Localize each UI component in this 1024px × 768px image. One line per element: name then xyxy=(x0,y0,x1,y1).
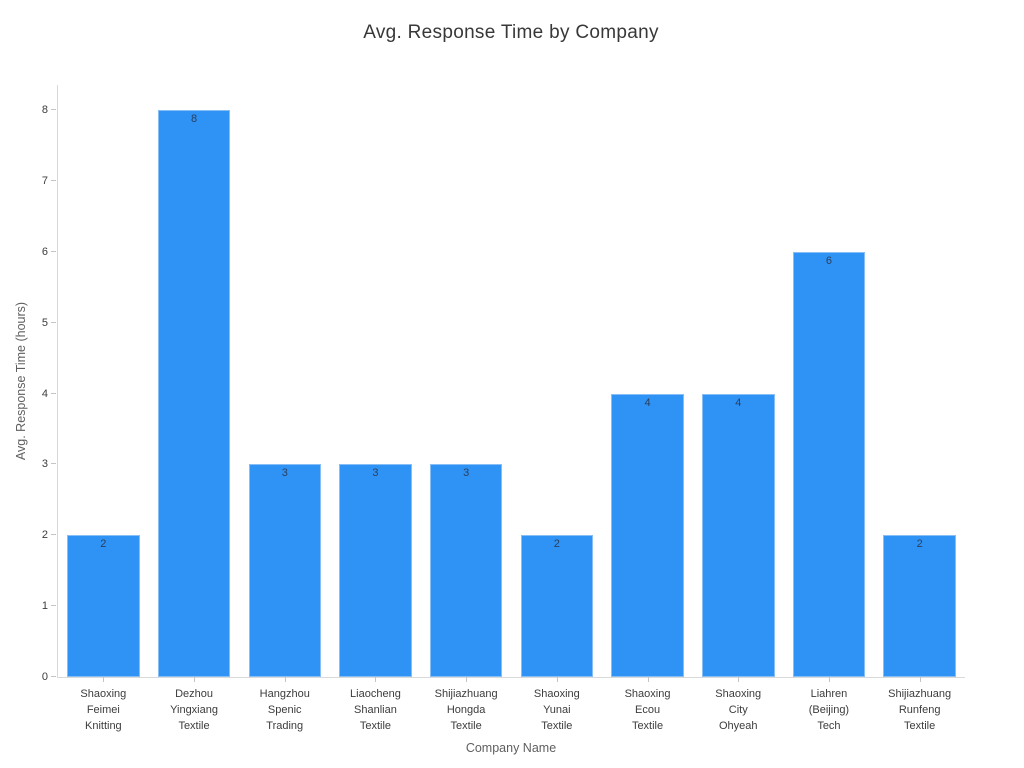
x-tick-label: Dezhou Yingxiang Textile xyxy=(170,688,218,732)
x-tick-mark xyxy=(556,677,558,682)
bar-value-label: 4 xyxy=(644,396,651,409)
y-tick-label: 8 xyxy=(41,104,48,116)
bar: 4 xyxy=(702,393,775,677)
y-tick-mark xyxy=(51,534,56,536)
bar: 2 xyxy=(67,535,140,677)
y-tick-mark xyxy=(51,676,56,677)
x-tick-label: Shaoxing Feimei Knitting xyxy=(80,688,127,732)
bar-value-label: 4 xyxy=(735,396,742,409)
chart-title: Avg. Response Time by Company xyxy=(363,22,659,43)
x-tick-mark xyxy=(919,677,921,682)
bar-value-label: 2 xyxy=(100,538,107,551)
x-tick-mark xyxy=(103,677,105,682)
y-tick-mark xyxy=(51,321,56,323)
x-tick-label: Shijiazhuang Hongda Textile xyxy=(434,688,498,732)
bar: 2 xyxy=(520,535,594,677)
x-tick-mark xyxy=(466,677,468,682)
y-tick-mark xyxy=(51,250,56,252)
x-tick-mark xyxy=(194,677,196,682)
y-tick-label: 2 xyxy=(41,529,48,542)
bar: 3 xyxy=(339,464,412,677)
x-tick-label: Shaoxing Ecou Textile xyxy=(624,688,671,732)
x-tick-mark xyxy=(375,677,377,682)
x-tick-label: Hangzhou Spenic Trading xyxy=(259,688,310,732)
x-tick-label: Liaocheng Shanlian Textile xyxy=(350,688,401,732)
y-tick-mark xyxy=(51,109,56,110)
x-tick-label: Shijiazhuang Runfeng Textile xyxy=(888,688,952,732)
x-tick-label: Shaoxing Yunai Textile xyxy=(533,688,580,732)
y-tick-label: 7 xyxy=(41,174,48,187)
bar-value-label: 3 xyxy=(463,467,470,480)
y-tick-label: 6 xyxy=(41,245,48,258)
x-axis-title: Company Name xyxy=(465,741,557,755)
bar-value-label: 2 xyxy=(553,538,560,551)
bar: 3 xyxy=(429,464,503,677)
bar: 8 xyxy=(157,110,231,677)
bar: 2 xyxy=(883,535,956,677)
y-tick-label: 3 xyxy=(41,458,48,471)
bar: 6 xyxy=(792,251,866,677)
x-tick-mark xyxy=(647,677,649,682)
y-tick-label: 5 xyxy=(41,316,48,329)
y-tick-label: 4 xyxy=(41,387,48,400)
y-tick-mark xyxy=(51,179,56,181)
x-tick-label: Liahren (Beijing) Tech xyxy=(808,688,850,732)
x-tick-mark xyxy=(284,677,286,682)
y-tick-mark xyxy=(51,463,56,465)
x-tick-label: Shaoxing City Ohyeah xyxy=(715,688,762,732)
y-tick-mark xyxy=(51,392,56,394)
bar-value-label: 6 xyxy=(825,254,832,267)
bar-value-label: 3 xyxy=(372,467,379,480)
bar: 3 xyxy=(248,464,321,677)
x-tick-mark xyxy=(828,677,830,682)
x-tick-mark xyxy=(738,677,740,682)
bar-value-label: 2 xyxy=(916,538,923,551)
y-tick-mark xyxy=(51,605,56,607)
y-tick-label: 0 xyxy=(41,671,48,683)
bar-value-label: 8 xyxy=(190,113,198,125)
bar-value-label: 3 xyxy=(281,467,288,480)
y-tick-label: 1 xyxy=(41,600,48,613)
bar: 4 xyxy=(611,393,684,677)
plot-area: 0 1 2 3 4 5 6 7 8 2 8 3 3 3 2 4 4 6 2 Shaoxing Feimei Kni… xyxy=(42,85,965,732)
